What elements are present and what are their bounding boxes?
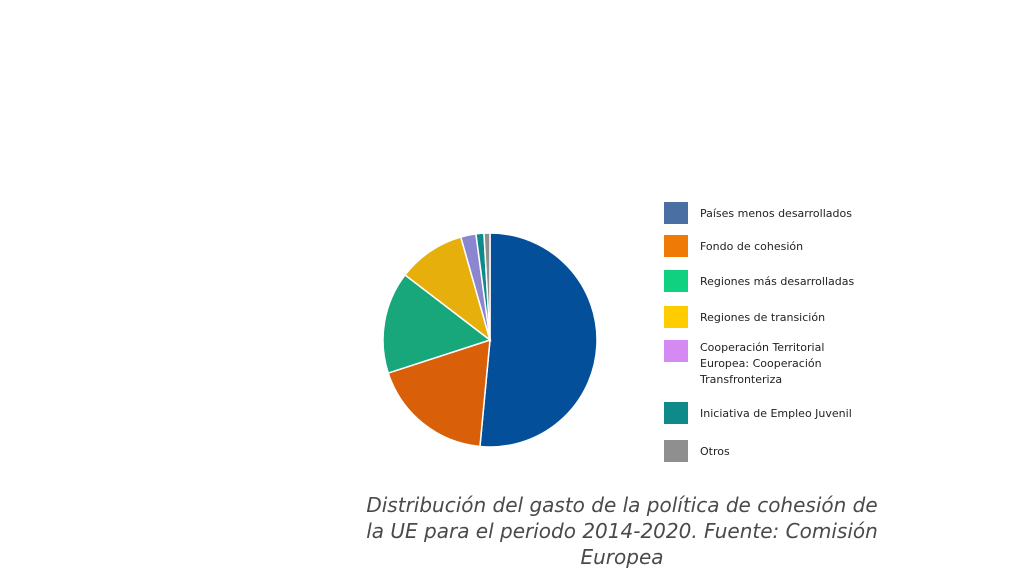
legend-swatch [664,402,688,424]
legend-label: Fondo de cohesión [700,240,804,253]
legend-label: Otros [700,445,730,458]
legend-label: Cooperación Territorial Europea: Coopera… [700,341,825,386]
legend-label: Iniciativa de Empleo Juvenil [700,407,852,420]
legend-item-cooperacion-territorial: Cooperación Territorial Europea: Coopera… [664,340,850,388]
pie-slice-0 [479,232,598,448]
legend-swatch [664,306,688,328]
legend-label: Regiones más desarrolladas [700,275,855,288]
pie-chart [382,232,598,448]
legend-item-fondo-de-cohesion: Fondo de cohesión [664,235,860,257]
legend-item-iniciativa-empleo-juvenil: Iniciativa de Empleo Juvenil [664,402,860,424]
legend-item-otros: Otros [664,440,860,462]
chart-caption: Distribución del gasto de la política de… [366,493,878,569]
legend-swatch [664,270,688,292]
legend-swatch [664,340,688,362]
legend-item-regiones-mas-desarrolladas: Regiones más desarrolladas [664,270,860,292]
legend-swatch [664,440,688,462]
legend-label: Regiones de transición [700,311,826,324]
legend-label: Países menos desarrollados [700,207,852,220]
legend-item-paises-menos-desarrollados: Países menos desarrollados [664,202,860,224]
pie-slice-1 [387,338,491,448]
legend-item-regiones-de-transicion: Regiones de transición [664,306,860,328]
pie-slice-2 [382,273,492,375]
legend-swatch [664,235,688,257]
legend-swatch [664,202,688,224]
pie-slice-6 [483,232,491,341]
